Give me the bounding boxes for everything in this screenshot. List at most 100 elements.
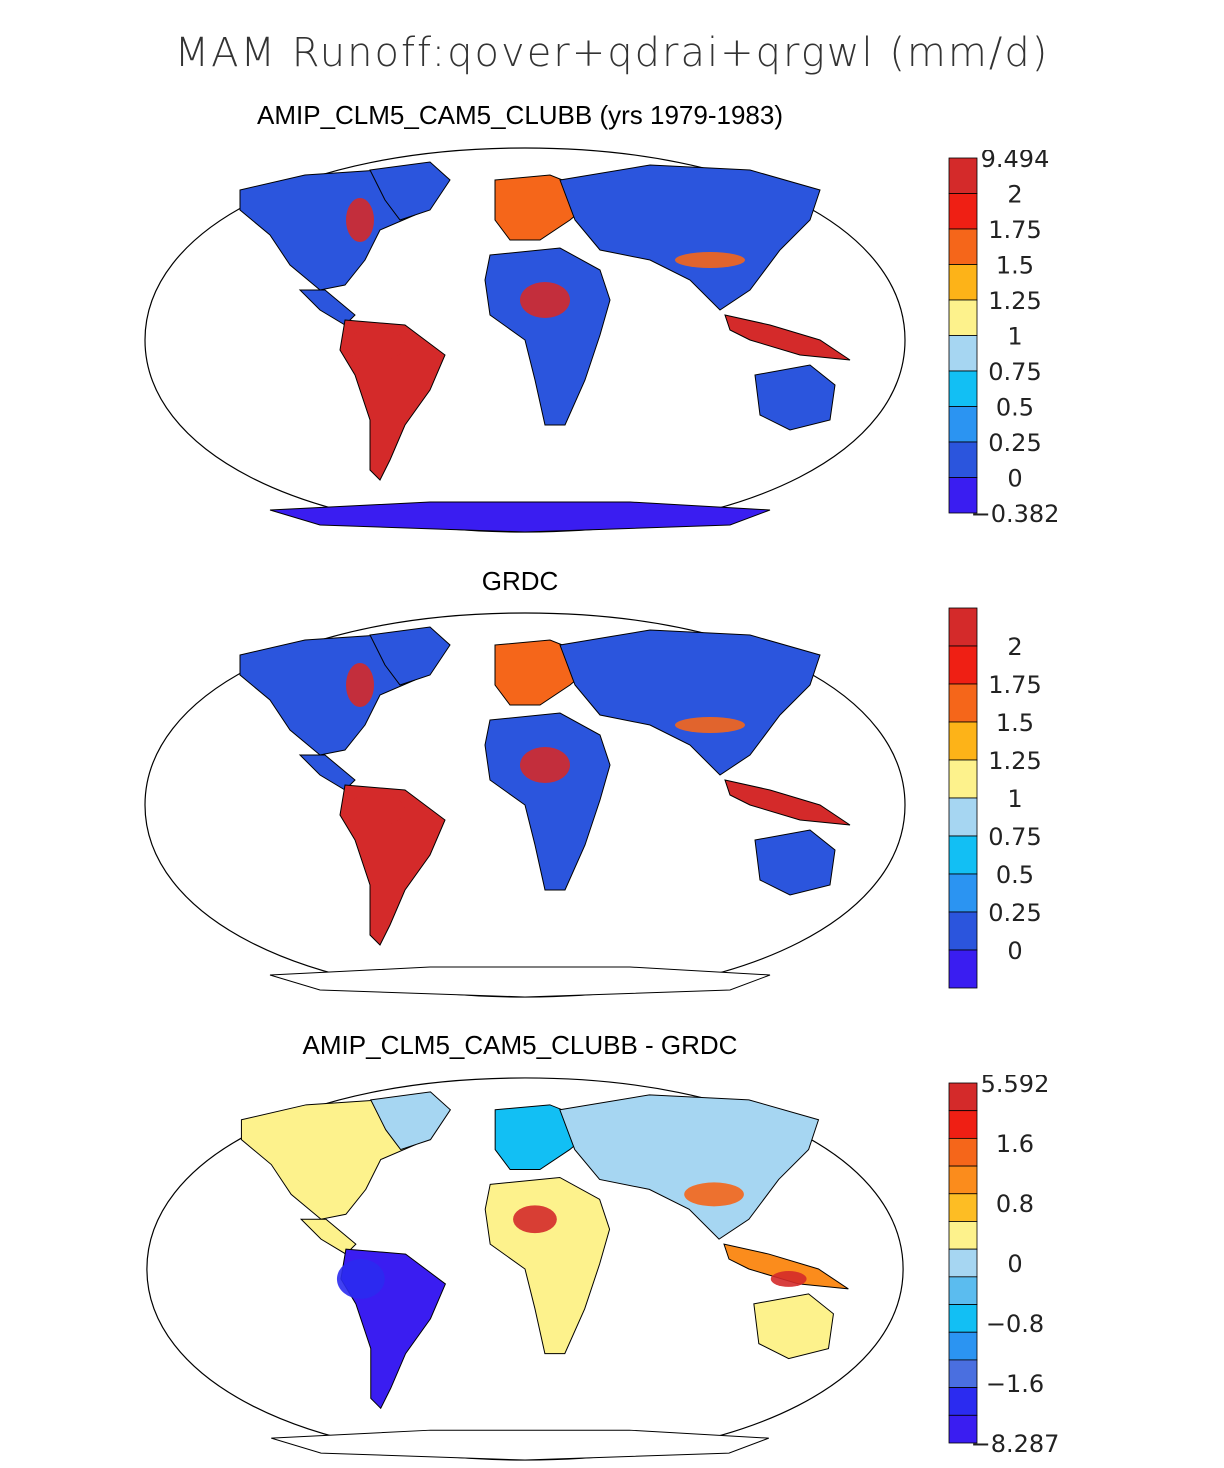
runoff-hotspot [684,1182,744,1207]
colorbar-swatch [948,1331,978,1361]
runoff-hotspot [520,747,570,783]
colorbar-swatch [948,835,978,875]
colorbar-swatch [948,1387,978,1416]
continent-antarctica [269,501,771,533]
colorbar-swatch [948,911,978,951]
colorbar-label: −8.287 [971,1430,1060,1458]
colorbar-label: −0.8 [986,1310,1044,1338]
colorbar-swatch [948,406,978,443]
colorbar-swatch [948,1137,978,1167]
colorbar-label: 1.6 [996,1130,1034,1158]
continent-greenland [369,626,451,686]
colorbar-swatch [948,683,978,723]
continent-indonesia [724,314,851,361]
panel-1-map [144,147,906,533]
continent-indonesia [723,1243,849,1290]
colorbar-label: −0.382 [971,500,1060,528]
continent-australia [754,364,836,431]
panel-3-colorbar: 5.592 1.6 0.8 0 −0.8 −1.6 −8.287 [948,1075,1060,1458]
colorbar-swatch [948,193,978,230]
continent-australia [753,1293,834,1360]
colorbar-label: 2 [1007,633,1022,661]
panel-2-map [144,612,906,998]
colorbar-swatch [948,1082,978,1112]
colorbar-label: 9.494 [981,150,1050,173]
runoff-hotspot [346,198,374,242]
continent-australia [754,829,836,896]
panel-1-title: AMIP_CLM5_CAM5_CLUBB (yrs 1979-1983) [257,100,783,130]
colorbar-label: 2 [1007,181,1022,209]
colorbar-swatch [948,1248,978,1278]
panel-2-land [239,626,851,998]
colorbar-label: 0 [1007,465,1022,493]
colorbar-swatch [948,873,978,913]
runoff-hotspot [345,329,405,361]
continent-asia [559,629,821,776]
colorbar-label: 1.5 [996,252,1034,280]
continent-greenland [369,161,451,221]
colorbar-label: 1.75 [988,671,1041,699]
continent-africa [484,247,611,426]
colorbar-swatch [948,264,978,301]
colorbar-swatch [948,1414,978,1444]
colorbar-label: 0.25 [988,429,1041,457]
colorbar-swatch [948,335,978,372]
colorbar-label: 1.75 [988,216,1041,244]
colorbar-swatch [948,797,978,837]
colorbar-swatch [948,645,978,685]
colorbar-label: 0.5 [996,861,1034,889]
panel-3-map [146,1077,904,1461]
continent-indonesia [724,779,851,826]
colorbar-label: 0.75 [988,823,1041,851]
colorbar-swatch [948,157,978,194]
continent-antarctica [271,1429,769,1461]
colorbar-swatch [948,1165,978,1195]
colorbar-swatch [948,228,978,265]
runoff-hotspot [675,252,745,268]
continent-asia [559,1094,820,1240]
panel-1-land [239,161,851,533]
panel-2-colorbar: 2 1.75 1.5 1.25 1 0.75 0.5 0.25 0 [948,607,1042,989]
colorbar-swatch [948,949,978,989]
runoff-hotspot [513,1205,557,1234]
colorbar-swatch [948,1110,978,1139]
colorbar-label: 1.25 [988,287,1041,315]
continent-greenland [370,1091,452,1151]
colorbar-label: 1.5 [996,709,1034,737]
colorbar-swatch [948,370,978,407]
panel-3-title: AMIP_CLM5_CAM5_CLUBB - GRDC [302,1030,738,1060]
colorbar-label: 1.25 [988,747,1041,775]
continent-asia [559,164,821,311]
colorbar-label: 0.25 [988,899,1041,927]
continent-antarctica [269,966,771,998]
runoff-hotspot [675,717,745,733]
colorbar-label: 5.592 [981,1075,1050,1098]
colorbar-label: 0 [1007,937,1022,965]
panel-2-title: GRDC [481,566,559,596]
colorbar-swatch [948,441,978,478]
colorbar-label: −1.6 [986,1370,1044,1398]
colorbar-swatch [948,607,978,647]
colorbar-label: 1 [1007,323,1022,351]
colorbar-label: 0.75 [988,358,1041,386]
colorbar-swatch [948,1221,978,1250]
colorbar-swatch [948,759,978,799]
colorbar-swatch [948,1193,978,1222]
runoff-hotspot [345,794,405,826]
runoff-hotspot [346,663,374,707]
figure-title: MAM Runoff:qover+qdrai+qrgwl (mm/d) [174,30,1050,76]
colorbar-swatch [948,1359,978,1389]
runoff-hotspot [520,282,570,318]
colorbar-swatch [948,721,978,761]
colorbar-label: 1 [1007,785,1022,813]
panel-3-land [240,1091,849,1461]
runoff-hotspot [770,1270,807,1287]
colorbar-label: 0.8 [996,1190,1034,1218]
colorbar-swatch [948,1304,978,1333]
colorbar-label: 0 [1007,1250,1022,1278]
colorbar-swatch [948,299,978,336]
colorbar-label: 0.5 [996,394,1034,422]
colorbar-swatch [948,477,978,514]
runoff-hotspot [336,1259,385,1299]
continent-africa [484,712,611,891]
